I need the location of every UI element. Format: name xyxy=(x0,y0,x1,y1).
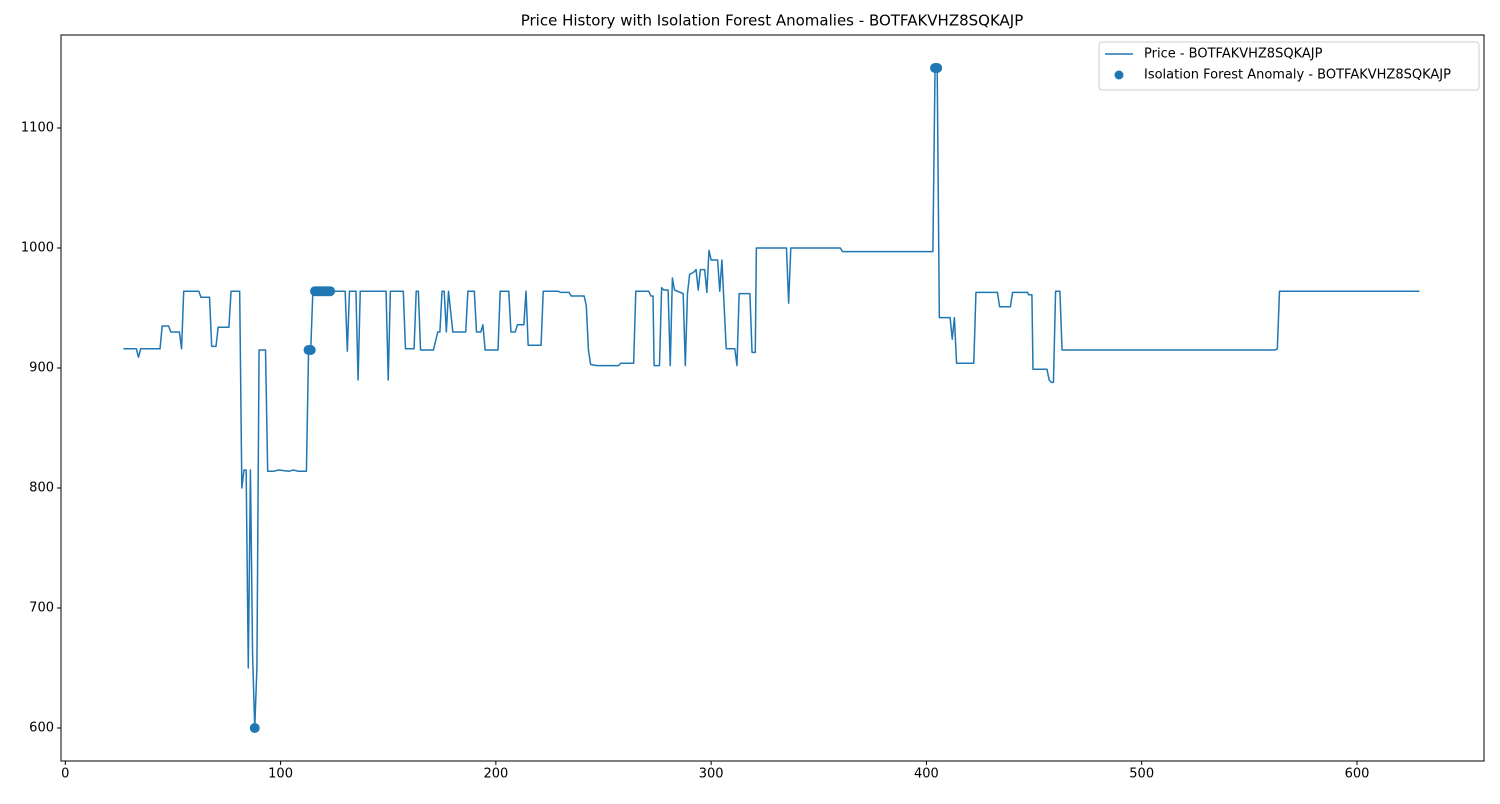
anomaly-point xyxy=(325,286,336,297)
legend-label: Price - BOTFAKVHZ8SQKAJP xyxy=(1144,47,1323,62)
x-tick-label: 600 xyxy=(1345,767,1370,782)
x-tick-label: 0 xyxy=(61,767,69,782)
x-tick-label: 200 xyxy=(483,767,508,782)
anomaly-point xyxy=(249,723,260,733)
legend-box xyxy=(1098,41,1480,91)
y-tick-label: 1000 xyxy=(21,241,54,256)
y-tick-label: 600 xyxy=(29,721,54,736)
legend-swatch xyxy=(1114,70,1124,80)
y-tick-label: 900 xyxy=(29,361,54,376)
chart-title: Price History with Isolation Forest Anom… xyxy=(521,12,1024,30)
y-tick-label: 1100 xyxy=(21,121,54,136)
legend: Price - BOTFAKVHZ8SQKAJP Isolation Forest… xyxy=(1098,41,1480,91)
x-tick-label: 400 xyxy=(914,767,939,782)
x-tick-label: 500 xyxy=(1129,767,1154,782)
anomaly-point xyxy=(305,345,316,355)
anomaly-point xyxy=(932,63,943,73)
legend-label: Isolation Forest Anomaly - BOTFAKVHZ8SQK… xyxy=(1144,68,1451,83)
plot-frame xyxy=(60,34,1485,762)
x-tick-label: 100 xyxy=(268,767,293,782)
y-tick-label: 800 xyxy=(29,481,54,496)
y-tick-label: 700 xyxy=(29,601,54,616)
x-tick-label: 300 xyxy=(699,767,724,782)
